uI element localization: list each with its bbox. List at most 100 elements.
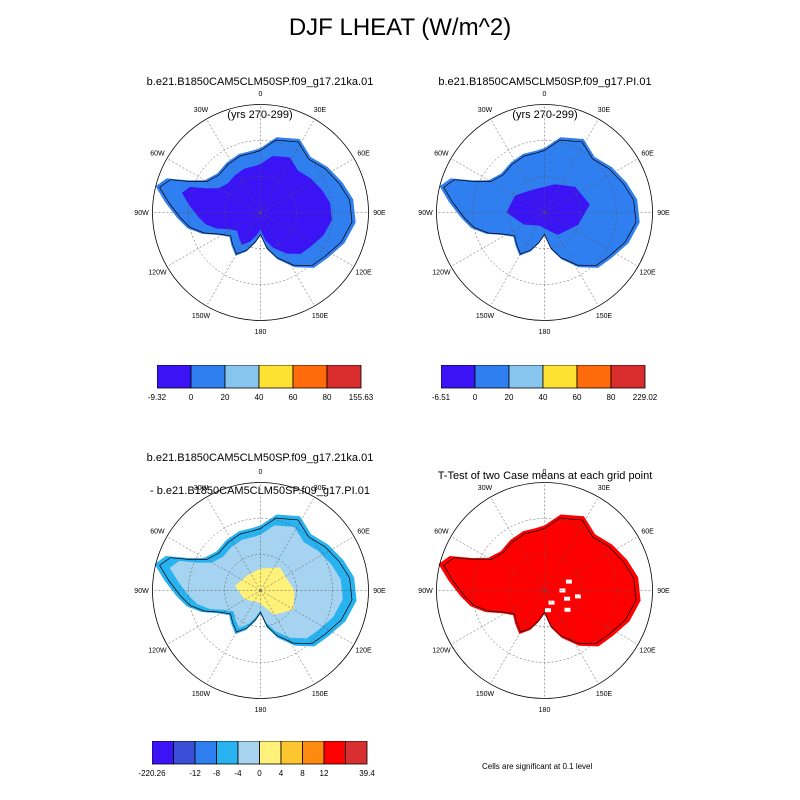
cb3-swatch-6	[259, 741, 282, 765]
cb1-label-4: 40	[254, 393, 264, 402]
longitude-label: 60E	[641, 151, 654, 158]
cb1-swatch-4	[258, 365, 294, 389]
longitude-label: 120W	[432, 648, 451, 655]
cb1-label-5: 60	[288, 393, 298, 402]
longitude-label: 120E	[639, 648, 656, 655]
non-significant-cell	[544, 608, 551, 613]
longitude-label: 60E	[357, 151, 370, 158]
cb3-swatch-2	[173, 741, 196, 765]
meridian-line	[544, 212, 639, 267]
significance-footnote: Cells are significant at 0.1 level	[482, 762, 593, 771]
colorbar-difference	[152, 741, 368, 765]
cb3-label-7: 8	[300, 769, 305, 778]
cb2-swatch-3	[508, 365, 544, 389]
cb1-swatch-3	[224, 365, 260, 389]
colorbar-case2	[441, 365, 646, 389]
meridian-line	[544, 536, 639, 591]
cb3-swatch-5	[237, 741, 260, 765]
latitude-circle	[472, 140, 617, 285]
cb1-swatch-2	[190, 365, 226, 389]
meridian-line	[206, 118, 261, 213]
cb2-label-7: 229.02	[632, 393, 658, 402]
longitude-label: 120W	[148, 648, 167, 655]
meridian-line	[260, 496, 315, 591]
longitude-label: 120E	[355, 648, 372, 655]
longitude-label: 0	[259, 469, 263, 476]
latitude-circle	[188, 140, 333, 285]
panel4-title-line1: T-Test of two Case means at each grid po…	[437, 470, 653, 482]
colorbar-case1	[157, 365, 362, 389]
meridian-line	[544, 158, 639, 213]
panel1-title-line2: (yrs 270-299)	[227, 109, 293, 121]
cb1-label-6: 80	[322, 393, 332, 402]
meridian-line	[166, 536, 261, 591]
cb3-swatch-3	[194, 741, 217, 765]
field-region-below-0	[506, 184, 590, 235]
cb3-label-8: 12	[319, 769, 329, 778]
latitude-circle	[472, 518, 617, 663]
cb3-label-4: -4	[234, 769, 242, 778]
meridian-line	[206, 212, 261, 307]
longitude-label: 60W	[434, 529, 449, 536]
non-significant-cell	[564, 596, 571, 601]
longitude-label: 30W	[194, 485, 209, 492]
cb3-swatch-10	[345, 741, 368, 765]
cb2-label-5: 60	[572, 393, 582, 402]
meridian-line	[490, 496, 545, 591]
longitude-label: 120E	[639, 270, 656, 277]
panel1-title-line1: b.e21.B1850CAM5CLM50SP.f09_g17.21ka.01	[146, 76, 374, 88]
cb3-label-5: 0	[257, 769, 262, 778]
longitude-label: 180	[255, 707, 267, 714]
longitude-label: 0	[543, 91, 547, 98]
panel2-title-line2: (yrs 270-299)	[512, 109, 578, 121]
cb3-label-2: -12	[189, 769, 201, 778]
cb3-swatch-1	[152, 741, 174, 765]
coastline	[159, 139, 353, 267]
longitude-label: 180	[255, 329, 267, 336]
map-panel-case2: 0 30E 60E 90E 120E 150E 180 150W 120W 90W 60W 30W	[418, 91, 670, 336]
longitude-label: 150W	[476, 691, 495, 698]
map-panel-difference: 0 30E 60E 90E 120E 150E 180 150W 120W 90W 60W 30W	[134, 469, 386, 714]
panel2-title: b.e21.B1850CAM5CLM50SP.f09_g17.PI.01 (yr…	[385, 55, 705, 132]
meridian-line	[490, 212, 545, 307]
cb1-label-2: 0	[188, 393, 194, 402]
longitude-label: 150E	[312, 313, 329, 320]
field-region-below-0	[181, 156, 332, 254]
longitude-label: 30E	[598, 107, 611, 114]
cb3-label-3: -8	[212, 769, 221, 778]
longitude-label: 90W	[418, 210, 433, 217]
meridian-line	[260, 118, 315, 213]
longitude-label: 30W	[478, 107, 493, 114]
cb2-swatch-4	[542, 365, 578, 389]
cb2-label-2: 0	[472, 393, 478, 402]
longitude-label: 0	[543, 469, 547, 476]
cb3-label-1: -220.26	[138, 769, 166, 778]
longitude-label: 150E	[596, 313, 613, 320]
map-boundary-circle	[152, 104, 369, 321]
cb1-label-1: -9.32	[147, 393, 167, 402]
longitude-label: 0	[259, 91, 263, 98]
panel4-title: T-Test of two Case means at each grid po…	[385, 449, 705, 493]
latitude-circle	[224, 554, 297, 627]
meridian-line	[544, 496, 599, 591]
map-boundary-circle	[436, 482, 653, 699]
longitude-label: 180	[539, 329, 551, 336]
meridian-line	[544, 590, 599, 685]
latitude-circle	[508, 176, 581, 249]
meridian-line	[450, 590, 545, 645]
longitude-label: 30W	[478, 485, 493, 492]
cb2-label-3: 20	[504, 393, 514, 402]
cb3-swatch-4	[216, 741, 239, 765]
longitude-label: 150E	[596, 691, 613, 698]
panel2-title-line1: b.e21.B1850CAM5CLM50SP.f09_g17.PI.01	[438, 76, 652, 88]
cb2-swatch-2	[474, 365, 510, 389]
longitude-label: 150E	[312, 691, 329, 698]
longitude-label: 120E	[355, 270, 372, 277]
main-title: DJF LHEAT (W/m^2)	[288, 14, 512, 41]
meridian-line	[450, 158, 545, 213]
longitude-label: 90E	[373, 588, 386, 595]
cb2-label-1: -6.51	[431, 393, 451, 402]
longitude-label: 120W	[148, 270, 167, 277]
meridian-line	[490, 118, 545, 213]
map-boundary-circle	[152, 482, 369, 699]
